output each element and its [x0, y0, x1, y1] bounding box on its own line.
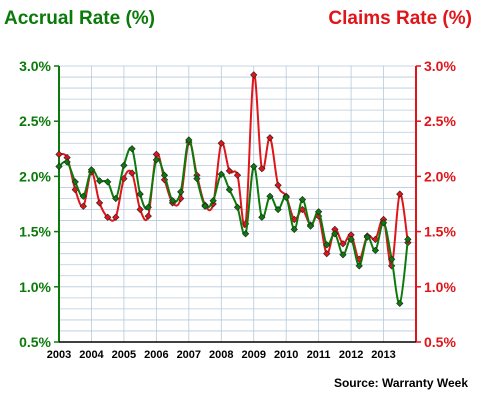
accrual-point — [177, 188, 185, 196]
accrual-point — [185, 136, 193, 144]
x-tick-label: 2012 — [339, 349, 363, 361]
accrual-point — [404, 235, 412, 243]
right-tick-label: 2.0% — [424, 168, 456, 184]
x-tick-label: 2007 — [177, 349, 201, 361]
left-tick-label: 1.5% — [19, 224, 51, 240]
accrual-point — [160, 171, 169, 179]
accrual-point — [112, 194, 120, 203]
accrual-point — [298, 195, 307, 204]
accrual-point — [363, 233, 371, 241]
claims-point — [396, 190, 404, 198]
accrual-point — [128, 145, 136, 153]
claims-point — [266, 134, 274, 142]
right-tick-label: 1.5% — [424, 224, 456, 240]
claims-point — [128, 169, 136, 177]
claims-point — [55, 150, 63, 158]
accrual-point — [225, 186, 234, 194]
accrual-point — [168, 197, 177, 205]
accrual-point — [315, 208, 323, 216]
accrual-point — [152, 156, 160, 164]
x-tick-label: 2013 — [371, 349, 395, 361]
vertical-gridlines — [91, 66, 384, 342]
claims-point — [290, 215, 298, 224]
accrual-point — [282, 193, 290, 202]
claims-point — [233, 171, 242, 179]
claims-point — [104, 213, 112, 221]
x-axis-ticks: 2003 2004 2005 2006 2007 2008 2009 2010 2011 2012… — [47, 349, 396, 361]
claims-rate-title: Claims Rate (%) — [328, 8, 472, 29]
claims-point — [371, 235, 380, 243]
accrual-point — [274, 205, 282, 214]
accrual-point — [233, 203, 242, 211]
claims-point — [217, 139, 225, 147]
accrual-point — [347, 235, 355, 243]
claims-point — [112, 213, 120, 221]
right-tick-label: 2.5% — [424, 113, 456, 129]
claims-point — [95, 199, 104, 207]
left-axis-ticks: 3.0% 2.5% 2.0% 1.5% 1.0% 0.5% — [19, 58, 59, 350]
accrual-point — [95, 177, 104, 185]
series-layer — [55, 71, 412, 307]
accrual-point — [250, 162, 258, 171]
accrual-point — [79, 192, 87, 200]
x-tick-label: 2009 — [241, 349, 265, 361]
claims-point — [274, 181, 282, 189]
claims-point — [225, 167, 234, 175]
accrual-point — [323, 241, 331, 249]
accrual-point — [120, 161, 128, 169]
claims-point — [79, 202, 87, 210]
x-tick-label: 2010 — [274, 349, 298, 361]
accrual-point — [104, 178, 112, 186]
claims-point — [144, 212, 152, 220]
right-tick-label: 3.0% — [424, 58, 456, 74]
left-tick-label: 2.5% — [19, 113, 51, 129]
accrual-point — [355, 262, 363, 270]
accrual-point — [379, 219, 388, 227]
accrual-point — [339, 251, 347, 259]
accrual-point — [258, 213, 266, 221]
accrual-point — [71, 178, 79, 186]
left-tick-label: 3.0% — [19, 58, 51, 74]
accrual-series — [55, 136, 412, 307]
claims-point — [323, 250, 331, 258]
right-tick-label: 1.0% — [424, 279, 456, 295]
accrual-point — [144, 203, 152, 211]
accrual-point — [217, 170, 225, 178]
accrual-point — [193, 174, 201, 183]
x-tick-label: 2011 — [307, 349, 331, 361]
claims-point — [136, 205, 144, 214]
accrual-rate-title: Accrual Rate (%) — [4, 8, 155, 29]
accrual-point — [55, 162, 63, 171]
source-note: Source: Warranty Week — [333, 376, 468, 390]
accrual-point — [136, 190, 144, 198]
claims-point — [339, 240, 347, 248]
right-tick-label: 0.5% — [424, 334, 456, 350]
accrual-point — [201, 202, 209, 210]
accrual-point — [396, 299, 404, 307]
accrual-point — [241, 230, 250, 238]
x-tick-label: 2006 — [144, 349, 168, 361]
accrual-point — [306, 222, 315, 230]
claims-point — [258, 165, 266, 173]
accrual-point — [388, 255, 396, 263]
accrual-point — [63, 158, 71, 166]
accrual-point — [209, 197, 217, 205]
accrual-point — [290, 225, 298, 234]
left-tick-label: 1.0% — [19, 279, 51, 295]
accrual-point — [371, 246, 380, 254]
x-tick-label: 2005 — [112, 349, 136, 361]
accrual-point — [266, 192, 274, 200]
accrual-point — [87, 166, 96, 174]
left-tick-label: 0.5% — [19, 334, 51, 350]
right-axis-ticks: 3.0% 2.5% 2.0% 1.5% 1.0% 0.5% — [416, 58, 456, 350]
x-tick-label: 2008 — [209, 349, 233, 361]
x-tick-label: 2004 — [79, 349, 104, 361]
x-tick-label: 2003 — [47, 349, 71, 361]
left-tick-label: 2.0% — [19, 168, 51, 184]
claims-point — [250, 71, 258, 79]
accrual-point — [331, 230, 339, 238]
